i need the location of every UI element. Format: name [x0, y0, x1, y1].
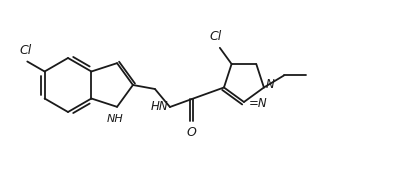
Text: NH: NH — [106, 114, 124, 124]
Text: =N: =N — [249, 97, 268, 110]
Text: Cl: Cl — [210, 30, 222, 43]
Text: N: N — [266, 78, 275, 91]
Text: HN: HN — [150, 99, 168, 112]
Text: O: O — [187, 126, 197, 139]
Text: Cl: Cl — [19, 43, 31, 57]
